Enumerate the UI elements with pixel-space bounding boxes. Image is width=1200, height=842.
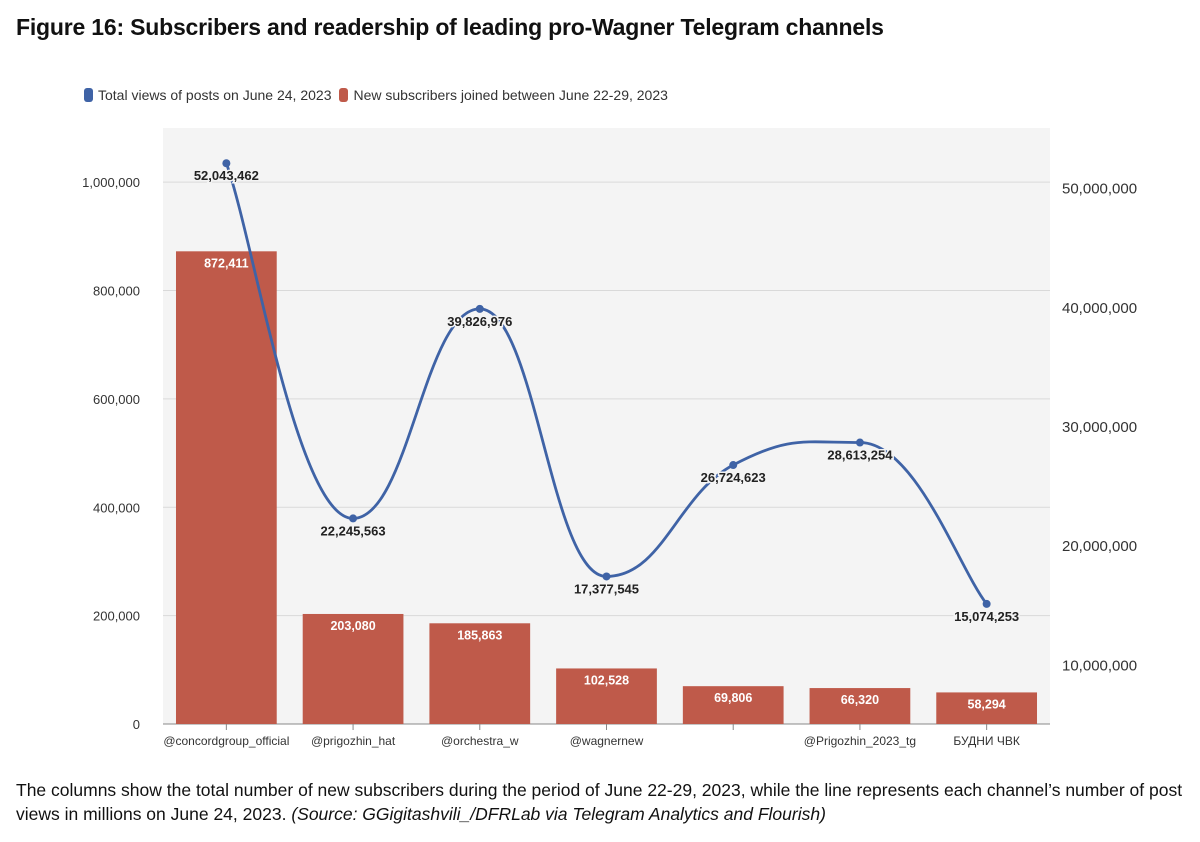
bar-data-label: 872,411	[204, 256, 249, 270]
y-right-tick-label: 30,000,000	[1062, 419, 1137, 436]
bar-data-label: 66,320	[841, 693, 879, 707]
y-left-tick-label: 200,000	[93, 609, 140, 624]
views-point	[982, 599, 991, 608]
y-left-tick-label: 0	[133, 717, 140, 732]
y-right-tick-label: 50,000,000	[1062, 181, 1137, 198]
bar-data-label: 203,080	[330, 619, 375, 633]
bar-data-label: 58,294	[968, 697, 1006, 711]
legend-label-views: Total views of posts on June 24, 2023	[98, 87, 332, 103]
views-point	[855, 438, 864, 447]
y-right-tick-label: 10,000,000	[1062, 657, 1137, 674]
y-left-tick-label: 1,000,000	[82, 175, 140, 190]
line-data-label: 52,043,462	[194, 168, 259, 183]
bar	[936, 692, 1038, 724]
y-left-tick-label: 600,000	[93, 392, 140, 407]
x-tick-label: @wagnernew	[570, 734, 644, 748]
views-point	[222, 159, 231, 168]
figure-caption: The columns show the total number of new…	[16, 778, 1191, 826]
line-data-label: 22,245,563	[321, 523, 386, 538]
x-tick-label: @orchestra_w	[441, 734, 519, 748]
x-tick-label: @prigozhin_hat	[311, 734, 396, 748]
views-point	[729, 461, 738, 470]
bar	[302, 613, 404, 724]
legend-swatch-bar	[339, 88, 349, 102]
bar	[682, 686, 784, 724]
y-right-tick-label: 40,000,000	[1062, 300, 1137, 317]
legend-item-views[interactable]: Total views of posts on June 24, 2023	[84, 87, 331, 103]
bar	[175, 251, 277, 724]
bar-data-label: 69,806	[714, 691, 752, 705]
caption-source: (Source: GGigitashvili_/DFRLab via Teleg…	[291, 804, 826, 824]
bar	[429, 623, 531, 724]
line-data-label: 17,377,545	[574, 581, 639, 596]
line-data-label: 39,826,976	[447, 314, 512, 329]
legend-label-subscribers: New subscribers joined between June 22-2…	[353, 87, 668, 103]
line-data-label: 26,724,623	[701, 470, 766, 485]
views-point	[602, 572, 611, 581]
x-tick-label: @concordgroup_official	[163, 734, 289, 748]
y-left-tick-label: 800,000	[93, 284, 140, 299]
legend-swatch-line	[84, 88, 93, 102]
line-data-label: 28,613,254	[827, 448, 893, 463]
legend-item-subscribers[interactable]: New subscribers joined between June 22-2…	[339, 87, 668, 103]
bar-data-label: 185,863	[457, 628, 502, 642]
bar-data-label: 102,528	[584, 673, 629, 687]
bar	[809, 688, 911, 724]
x-tick-label: @Prigozhin_2023_tg	[804, 734, 916, 748]
views-point	[349, 514, 358, 523]
views-point	[475, 304, 484, 313]
line-data-label: 15,074,253	[954, 609, 1019, 624]
caption-text: The columns show the total number of new…	[16, 780, 1183, 824]
bar	[556, 668, 657, 724]
chart-legend: Total views of posts on June 24, 2023 Ne…	[84, 87, 676, 103]
y-right-tick-label: 20,000,000	[1062, 538, 1137, 555]
combo-chart: 0 200,000 400,000 600,000 800,000 1,000,000 10…	[82, 128, 1137, 748]
y-left-tick-label: 400,000	[93, 500, 140, 515]
chart-title: Figure 16: Subscribers and readership of…	[16, 14, 884, 40]
x-tick-label: БУДНИ ЧВК	[953, 734, 1019, 748]
